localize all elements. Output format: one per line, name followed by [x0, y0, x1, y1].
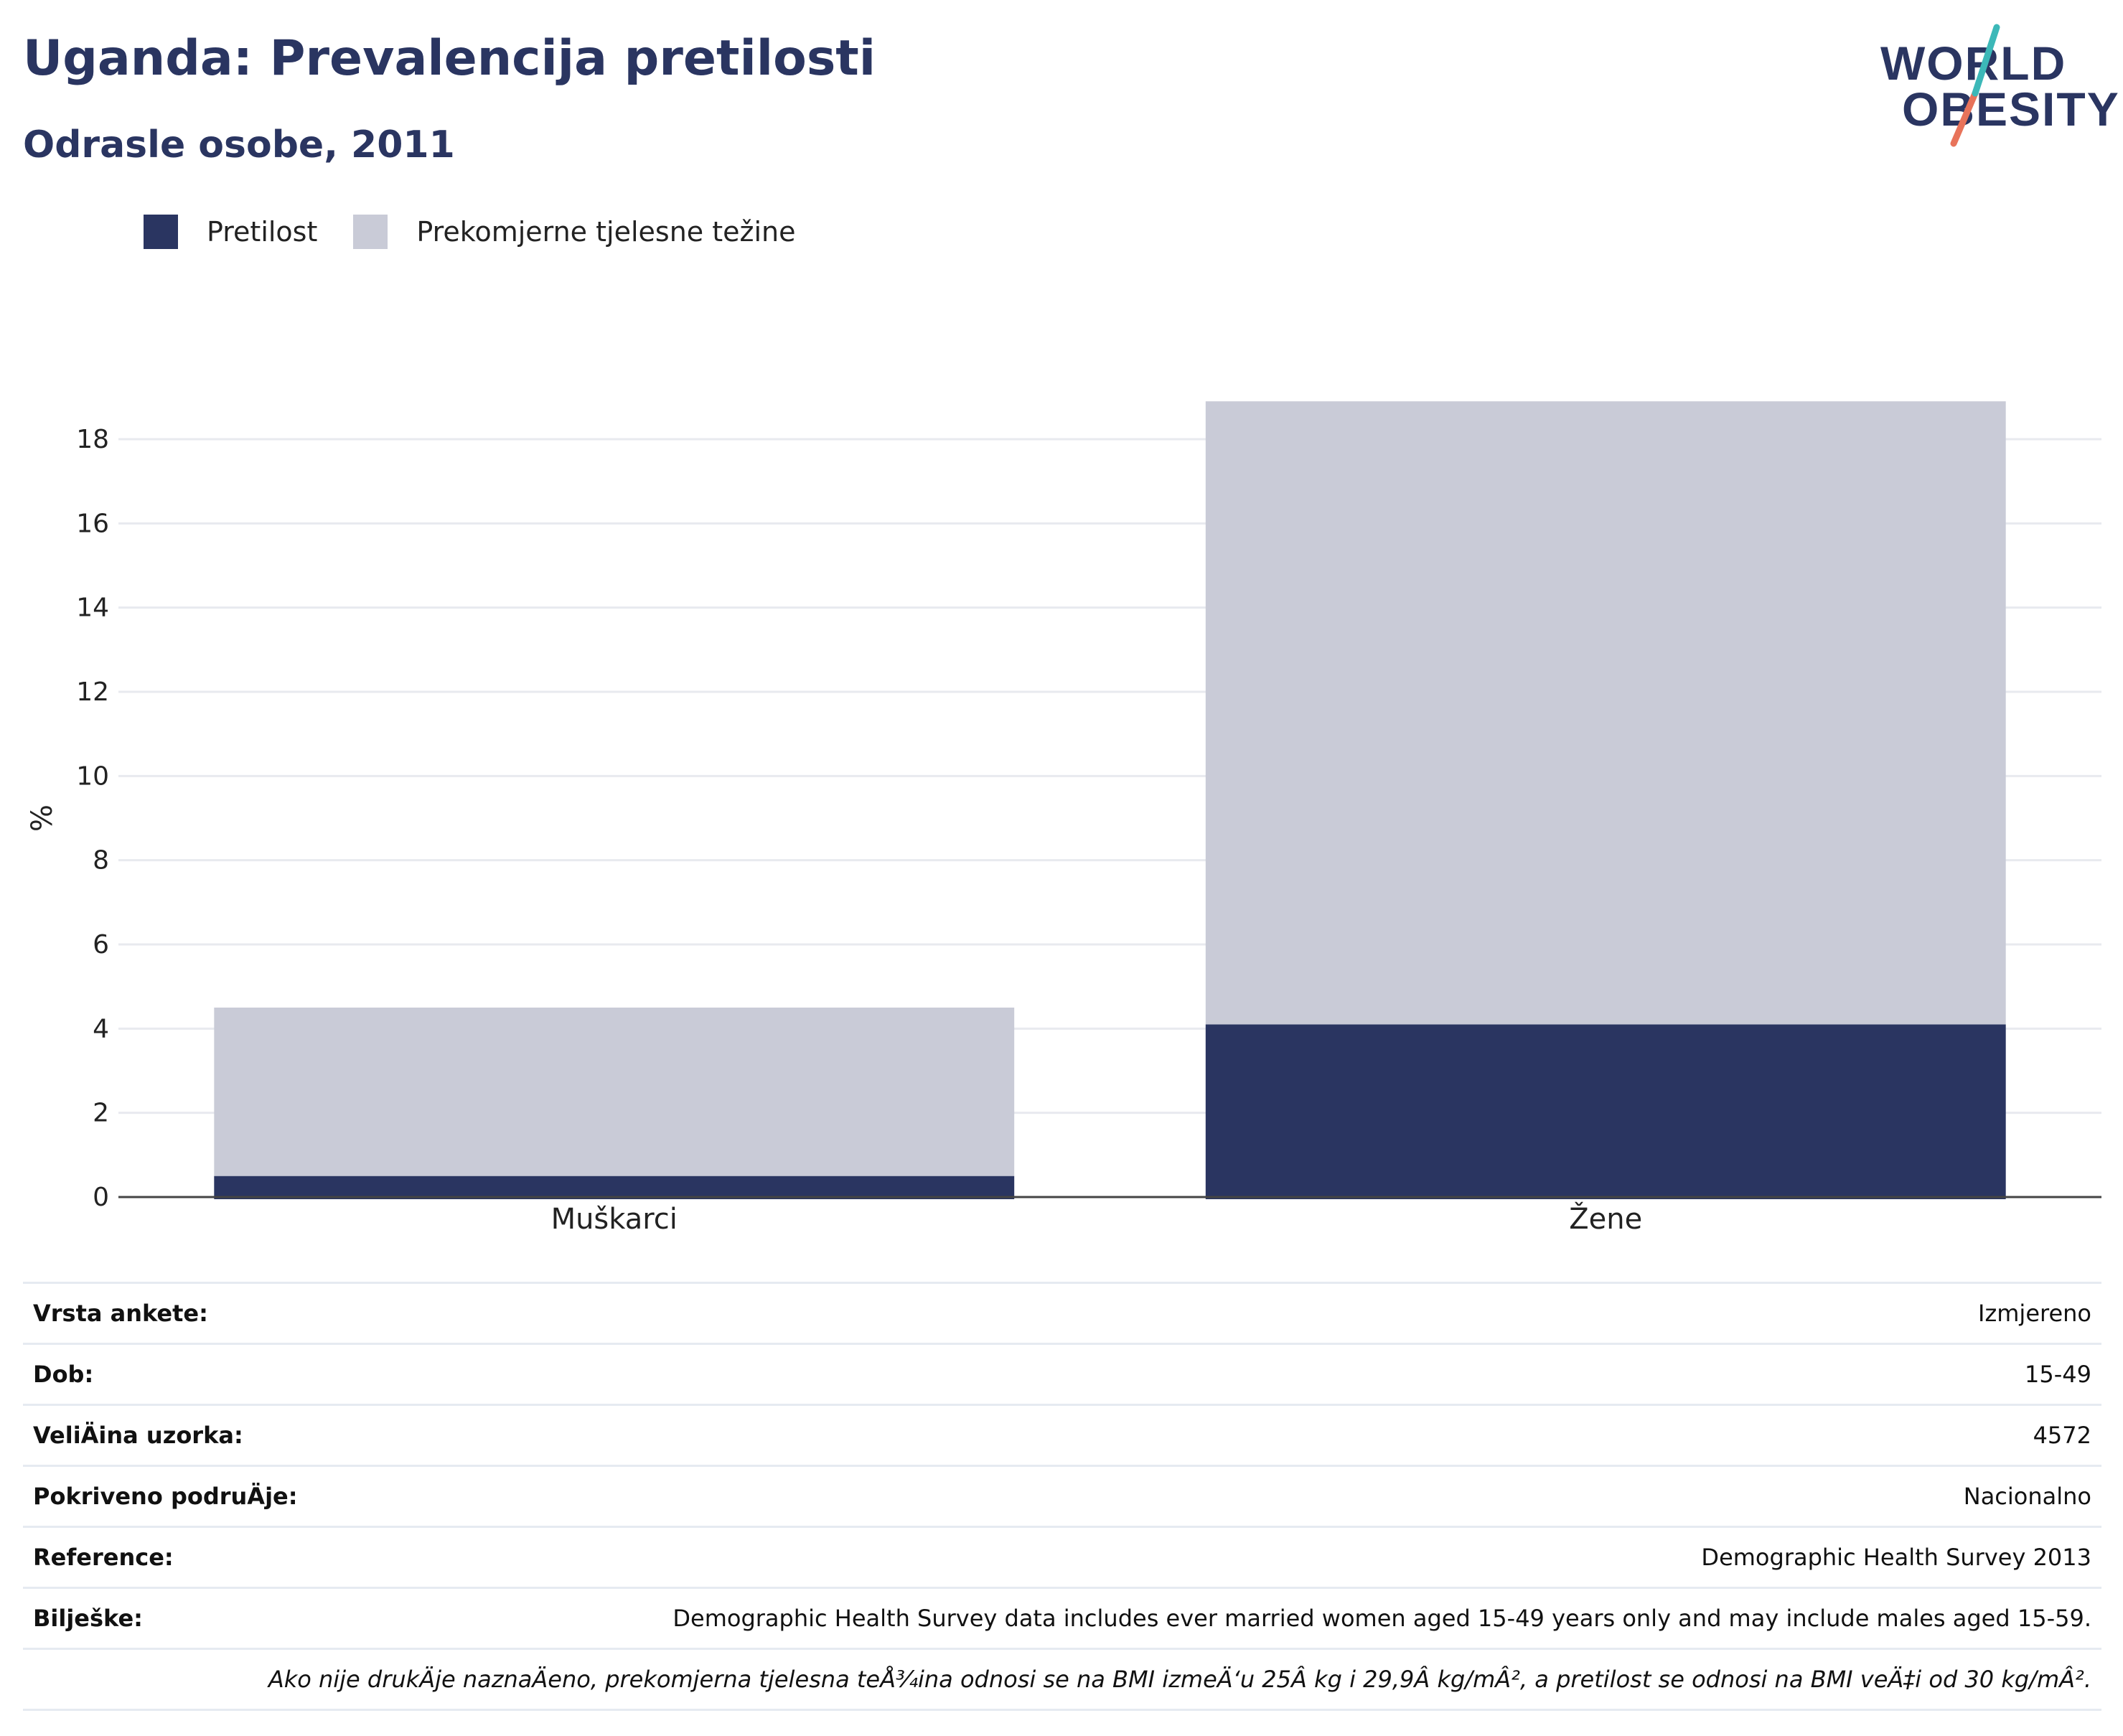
info-value: 15-49 [2025, 1361, 2091, 1388]
info-row-coverage: Pokriveno podruÄ je: Nacionalno [23, 1465, 2101, 1526]
y-axis-label: % [26, 804, 59, 832]
y-tick-label: 14 [76, 593, 109, 623]
y-tick-label: 18 [76, 425, 109, 454]
info-row-age: Dob: 15-49 [23, 1343, 2101, 1404]
info-key: VeliÄ ina uzorka: [33, 1422, 243, 1449]
info-row-survey-type: Vrsta ankete: Izmjereno [23, 1282, 2101, 1343]
info-key: Reference: [33, 1544, 174, 1571]
bar-obesity-0 [214, 1176, 1014, 1199]
legend-item-overweight[interactable]: Prekomjerne tjelesne težine [353, 215, 795, 249]
info-row-sample-size: VeliÄ ina uzorka: 4572 [23, 1404, 2101, 1465]
info-value: Demographic Health Survey data includes … [672, 1605, 2091, 1632]
x-tick-label: Muškarci [551, 1203, 678, 1234]
logo-slash-icon [1873, 22, 2110, 151]
chart-title: Uganda: Prevalencija pretilosti [23, 30, 876, 87]
y-tick-label: 8 [93, 846, 109, 876]
survey-info-table: Vrsta ankete: Izmjereno Dob: 15-49 VeliÄ… [23, 1282, 2101, 1711]
info-key: Bilješke: [33, 1605, 143, 1632]
world-obesity-logo: WORLD OBESITY [1873, 22, 2110, 151]
info-value: 4572 [2033, 1422, 2091, 1449]
y-tick-label: 2 [93, 1099, 109, 1128]
footnote-text: Ako nije drukÄ je naznaÄ eno, prekomjern… [268, 1666, 2091, 1693]
y-tick-label: 4 [93, 1014, 109, 1043]
info-value: Demographic Health Survey 2013 [1701, 1544, 2091, 1571]
chart-legend: Pretilost Prekomjerne tjelesne težine [144, 214, 832, 250]
y-tick-label: 12 [76, 677, 109, 707]
info-value: Nacionalno [1964, 1483, 2091, 1510]
y-tick-label: 10 [76, 761, 109, 791]
y-tick-label: 6 [93, 930, 109, 960]
bar-overweight-1 [1206, 401, 2006, 1024]
bar-overweight-0 [214, 1008, 1014, 1176]
legend-swatch-obesity [144, 215, 178, 249]
x-tick-label: Žene [1569, 1201, 1642, 1234]
info-row-reference: Reference: Demographic Health Survey 201… [23, 1526, 2101, 1587]
info-row-notes: Bilješke: Demographic Health Survey data… [23, 1587, 2101, 1648]
legend-label-overweight: Prekomjerne tjelesne težine [416, 216, 795, 248]
info-key: Vrsta ankete: [33, 1300, 208, 1327]
info-row-footnote: Ako nije drukÄ je naznaÄ eno, prekomjern… [23, 1648, 2101, 1711]
y-tick-label: 0 [93, 1183, 109, 1212]
chart-subtitle: Odrasle osobe, 2011 [23, 123, 455, 166]
bar-obesity-1 [1206, 1024, 2006, 1199]
info-key: Dob: [33, 1361, 93, 1388]
info-value: Izmjereno [1978, 1300, 2091, 1327]
y-tick-label: 16 [76, 509, 109, 538]
legend-item-obesity[interactable]: Pretilost [144, 215, 317, 249]
legend-label-obesity: Pretilost [207, 216, 317, 248]
bar-chart: 0 2 4 6 8 10 12 14 16 18% Muškarci Žene [0, 273, 2123, 1234]
info-key: Pokriveno podruÄ je: [33, 1483, 298, 1510]
legend-swatch-overweight [353, 215, 388, 249]
